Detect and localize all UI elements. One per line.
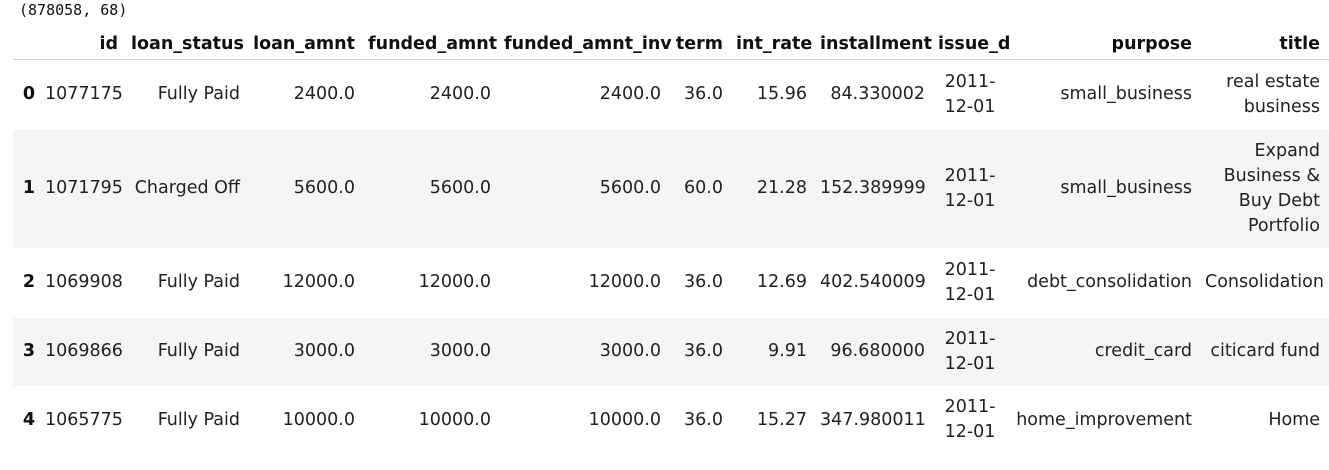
cell-funded-amnt-inv: 12000.0 [588, 272, 661, 292]
table-row: 1 1071795 Charged Off 5600.0 5600.0 5600… [13, 129, 1329, 248]
cell-purpose: home_improvement [1016, 409, 1192, 430]
cell-id: 1069908 [45, 272, 123, 292]
index-header [13, 29, 41, 60]
cell-funded-amnt: 2400.0 [429, 84, 491, 105]
cell-loan-status: Fully Paid [157, 84, 240, 105]
cell-term: 36.0 [684, 84, 723, 105]
cell-int-rate: 9.91 [768, 341, 807, 361]
table-row: 3 1069866 Fully Paid 3000.0 3000.0 3000.… [13, 317, 1329, 386]
cell-loan-status: Charged Off [134, 178, 240, 198]
cell-loan-status: Fully Paid [157, 272, 240, 292]
cell-loan-status: Fully Paid [157, 341, 240, 361]
column-header-installment: installment [816, 29, 934, 60]
cell-funded-amnt-inv: 10000.0 [588, 409, 661, 430]
cell-installment: 402.540009 [820, 272, 926, 292]
row-index: 3 [22, 341, 35, 361]
cell-purpose: credit_card [1094, 341, 1192, 361]
cell-loan-amnt: 12000.0 [282, 272, 355, 292]
table-row: 2 1069908 Fully Paid 12000.0 12000.0 120… [13, 248, 1329, 318]
column-header-id: id [41, 29, 127, 60]
table-row: 0 1077175 Fully Paid 2400.0 2400.0 2400.… [13, 60, 1329, 130]
cell-purpose: small_business [1060, 178, 1192, 198]
cell-id: 1071795 [45, 178, 123, 198]
cell-issue-d: 2011-12-01 [944, 71, 996, 117]
cell-term: 36.0 [684, 341, 723, 361]
column-header-loan-amnt: loan_amnt [249, 29, 364, 60]
dataframe-shape-output: (878058, 68) [19, 1, 128, 19]
cell-funded-amnt-inv: 5600.0 [599, 178, 661, 198]
cell-funded-amnt: 5600.0 [429, 178, 491, 198]
cell-int-rate: 12.69 [756, 272, 807, 292]
cell-title: citicard fund [1210, 341, 1320, 361]
cell-title: Home [1268, 409, 1320, 430]
cell-loan-amnt: 5600.0 [293, 178, 355, 198]
column-header-term: term [670, 29, 732, 60]
cell-id: 1077175 [45, 84, 123, 105]
row-index: 1 [22, 178, 35, 198]
cell-loan-status: Fully Paid [157, 409, 240, 430]
column-header-funded-amnt-inv: funded_amnt_inv [500, 29, 672, 60]
cell-purpose: small_business [1060, 84, 1192, 105]
cell-int-rate: 21.28 [756, 178, 807, 198]
cell-installment: 347.980011 [820, 409, 926, 430]
row-index: 2 [22, 272, 35, 292]
cell-term: 60.0 [684, 178, 723, 198]
cell-purpose: debt_consolidation [1027, 272, 1192, 292]
header-row: id loan_status loan_amnt funded_amnt fun… [13, 29, 1329, 60]
column-header-title: title [1201, 29, 1329, 60]
cell-installment: 84.330002 [830, 84, 925, 105]
cell-issue-d: 2011-12-01 [944, 397, 996, 442]
table-row: 4 1065775 Fully Paid 10000.0 10000.0 100… [13, 386, 1329, 455]
cell-installment: 152.389999 [820, 178, 926, 198]
cell-funded-amnt-inv: 3000.0 [599, 341, 661, 361]
cell-loan-amnt: 10000.0 [282, 409, 355, 430]
column-header-issue-d: issue_d [934, 29, 1012, 60]
cell-title: Consolidation [1205, 272, 1324, 292]
cell-funded-amnt-inv: 2400.0 [599, 84, 661, 105]
cell-installment: 96.680000 [830, 341, 925, 361]
cell-funded-amnt: 10000.0 [418, 409, 491, 430]
cell-issue-d: 2011-12-01 [944, 165, 996, 211]
column-header-int-rate: int_rate [732, 29, 816, 60]
column-header-funded-amnt: funded_amnt [364, 29, 500, 60]
column-header-loan-status: loan_status [127, 29, 249, 60]
cell-funded-amnt: 3000.0 [429, 341, 491, 361]
cell-title: real estate business [1226, 71, 1320, 117]
dataframe-table: id loan_status loan_amnt funded_amnt fun… [13, 29, 1329, 455]
cell-issue-d: 2011-12-01 [944, 259, 996, 305]
row-index: 0 [22, 84, 35, 105]
cell-loan-amnt: 2400.0 [293, 84, 355, 105]
cell-term: 36.0 [684, 409, 723, 430]
cell-loan-amnt: 3000.0 [293, 341, 355, 361]
cell-id: 1065775 [45, 409, 123, 430]
column-header-purpose: purpose [1012, 29, 1201, 60]
cell-id: 1069866 [45, 341, 123, 361]
cell-int-rate: 15.27 [756, 409, 807, 430]
cell-term: 36.0 [684, 272, 723, 292]
row-index: 4 [22, 409, 35, 430]
cell-issue-d: 2011-12-01 [944, 328, 996, 374]
cell-funded-amnt: 12000.0 [418, 272, 491, 292]
cell-int-rate: 15.96 [756, 84, 807, 105]
cell-title: Expand Business & Buy Debt Portfolio [1223, 140, 1320, 236]
